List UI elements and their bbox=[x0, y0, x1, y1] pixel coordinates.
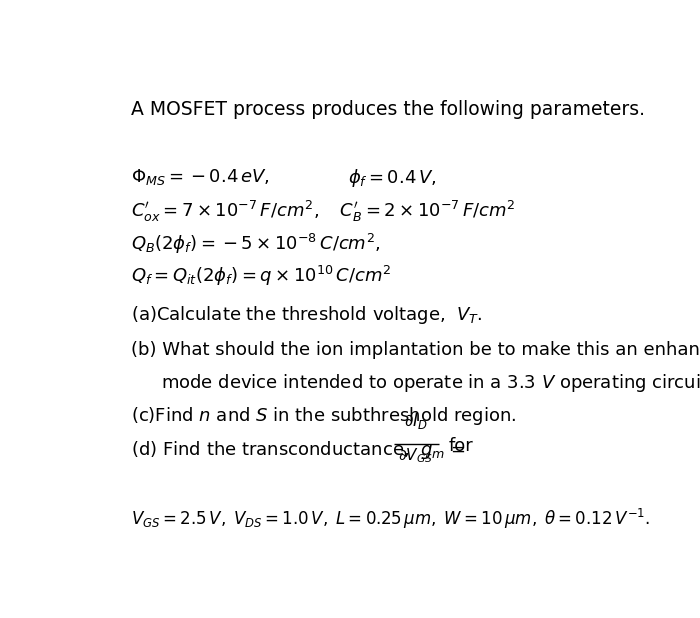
Text: $\Phi_{MS} =-0.4\,eV,$: $\Phi_{MS} =-0.4\,eV,$ bbox=[131, 167, 270, 187]
Text: $\partial V_{GS}$: $\partial V_{GS}$ bbox=[398, 446, 433, 465]
Text: $Q_f =Q_{it}(2\phi_f) =q\times10^{10}\,C/cm^2$: $Q_f =Q_{it}(2\phi_f) =q\times10^{10}\,C… bbox=[131, 264, 391, 288]
Text: $Q_B(2\phi_f) =-5\times10^{-8}\,C/cm^2,$: $Q_B(2\phi_f) =-5\times10^{-8}\,C/cm^2,$ bbox=[131, 232, 381, 256]
Text: (a)Calculate the threshold voltage,  $V_T$.: (a)Calculate the threshold voltage, $V_T… bbox=[131, 304, 482, 326]
Text: $\phi_f =0.4\,V,$: $\phi_f =0.4\,V,$ bbox=[348, 167, 437, 189]
Text: $C^{\prime}_{ox} =7\times10^{-7}\,F/cm^2,\quad C^{\prime}_B =2\times10^{-7}\,F/c: $C^{\prime}_{ox} =7\times10^{-7}\,F/cm^2… bbox=[131, 200, 516, 224]
Text: (c)Find $n$ and $S$ in the subthreshold region.: (c)Find $n$ and $S$ in the subthreshold … bbox=[131, 405, 516, 427]
Text: $V_{GS} =2.5\,V,\; V_{DS} =1.0\,V,\; L=0.25\,\mu m,\; W=10\,\mu m,\; \theta=0.12: $V_{GS} =2.5\,V,\; V_{DS} =1.0\,V,\; L=0… bbox=[131, 507, 650, 531]
Text: for: for bbox=[448, 437, 473, 455]
Text: (d) Find the transconductance,  $g_m\,=$: (d) Find the transconductance, $g_m\,=$ bbox=[131, 439, 466, 461]
Text: $\partial I_D$: $\partial I_D$ bbox=[404, 411, 428, 431]
Text: mode device intended to operate in a 3.3 $V$ operating circuit?: mode device intended to operate in a 3.3… bbox=[161, 371, 700, 394]
Text: (b) What should the ion implantation be to make this an enhancement: (b) What should the ion implantation be … bbox=[131, 341, 700, 358]
Text: A MOSFET process produces the following parameters.: A MOSFET process produces the following … bbox=[131, 100, 645, 119]
